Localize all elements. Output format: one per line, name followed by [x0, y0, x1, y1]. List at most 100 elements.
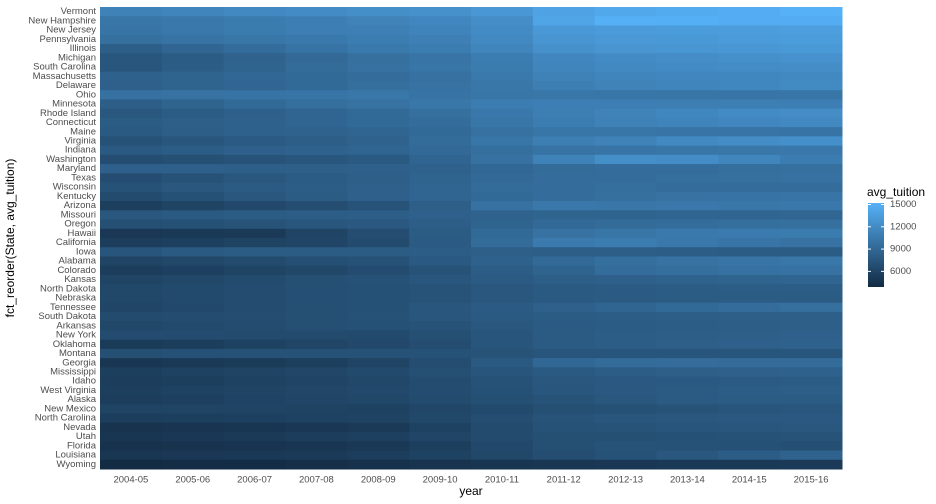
heat-cell: [161, 432, 225, 442]
heat-cell: [409, 238, 472, 248]
heat-cell: [347, 62, 410, 73]
heat-cell: [471, 422, 534, 433]
heat-cell: [471, 108, 534, 119]
heat-cell: [594, 53, 657, 63]
heat-cell: [161, 358, 225, 368]
heat-cell: [100, 16, 163, 26]
heat-cell: [471, 339, 534, 350]
heat-cell: [718, 136, 781, 147]
heat-cell: [594, 238, 657, 248]
heat-cell: [718, 404, 781, 415]
heat-cell: [161, 238, 225, 248]
heat-cell: [532, 71, 596, 82]
heat-cell: [409, 293, 472, 304]
heat-cell: [780, 201, 843, 211]
heat-cell: [718, 228, 781, 239]
heat-cell: [100, 182, 163, 193]
heat-cell: [656, 256, 719, 267]
heat-cell: [532, 302, 596, 313]
heat-cell: [656, 404, 719, 415]
heat-cell: [161, 459, 225, 470]
heat-cell: [223, 311, 286, 322]
heat-cell: [100, 71, 163, 82]
heat-cell: [347, 395, 410, 405]
x-tick-label: 2013-14: [670, 475, 705, 486]
heat-cell: [285, 173, 348, 184]
heat-cell: [656, 238, 719, 248]
x-tick-label: 2012-13: [608, 475, 643, 486]
heat-cell: [780, 422, 843, 433]
heat-cell: [161, 321, 225, 331]
heat-cell: [471, 71, 534, 82]
heat-cell: [100, 7, 163, 17]
heat-cell: [347, 201, 410, 211]
legend-title: avg_tuition: [867, 185, 925, 199]
heat-cell: [718, 201, 781, 211]
heat-cell: [532, 34, 596, 45]
heat-cell: [471, 358, 534, 368]
heat-cell: [471, 228, 534, 239]
heat-cell: [223, 16, 286, 26]
heat-cell: [594, 274, 657, 285]
y-tick-label: Ohio: [76, 89, 96, 100]
y-tick-label: Texas: [71, 172, 96, 183]
heat-cell: [780, 238, 843, 248]
y-tick-label: Florida: [67, 440, 97, 451]
heat-cell: [161, 385, 225, 396]
heat-cell: [780, 99, 843, 110]
heat-cell: [161, 247, 225, 257]
heat-cell: [780, 413, 843, 424]
heat-cell: [471, 219, 534, 230]
heat-cell: [471, 450, 534, 461]
heat-cell: [100, 99, 163, 110]
heat-cell: [532, 80, 596, 91]
heat-cell: [409, 62, 472, 73]
heat-cell: [594, 348, 657, 359]
heat-cell: [100, 62, 163, 73]
heat-cell: [532, 154, 596, 165]
heat-cell: [100, 385, 163, 396]
heat-cell: [285, 256, 348, 267]
y-tick-label: Illinois: [70, 43, 97, 54]
heat-cell: [161, 43, 225, 54]
heat-cell: [223, 43, 286, 54]
heat-cell: [718, 43, 781, 54]
heat-cell: [718, 367, 781, 378]
heat-cell: [285, 330, 348, 341]
heat-cell: [100, 321, 163, 331]
heat-cell: [100, 376, 163, 387]
y-tick-label: Minnesota: [52, 99, 97, 110]
heat-cell: [285, 422, 348, 433]
heat-cell: [594, 459, 657, 470]
y-tick-label: Alaska: [67, 394, 96, 405]
heat-cell: [656, 450, 719, 461]
heat-cell: [347, 164, 410, 174]
heat-cell: [532, 459, 596, 470]
heat-cell: [532, 311, 596, 322]
heat-cell: [223, 247, 286, 257]
heat-cell: [285, 191, 348, 202]
heat-cell: [656, 413, 719, 424]
heat-cell: [594, 34, 657, 45]
x-tick-label: 2008-09: [361, 475, 396, 486]
heat-cell: [347, 228, 410, 239]
heat-cell: [656, 90, 719, 100]
heat-cell: [409, 34, 472, 45]
heat-cell: [223, 145, 286, 156]
heat-cell: [285, 274, 348, 285]
heat-cell: [471, 136, 534, 147]
heat-cell: [471, 34, 534, 45]
heat-cell: [100, 404, 163, 415]
heat-cell: [223, 219, 286, 230]
heat-cell: [532, 413, 596, 424]
heat-cell: [594, 247, 657, 257]
heat-cell: [100, 432, 163, 442]
heat-cell: [347, 265, 410, 276]
heat-cell: [532, 16, 596, 26]
y-tick-label: Rhode Island: [40, 108, 96, 119]
heat-cell: [471, 459, 534, 470]
heat-cell: [347, 99, 410, 110]
heat-cell: [471, 201, 534, 211]
heat-cell: [285, 339, 348, 350]
heat-cell: [656, 191, 719, 202]
